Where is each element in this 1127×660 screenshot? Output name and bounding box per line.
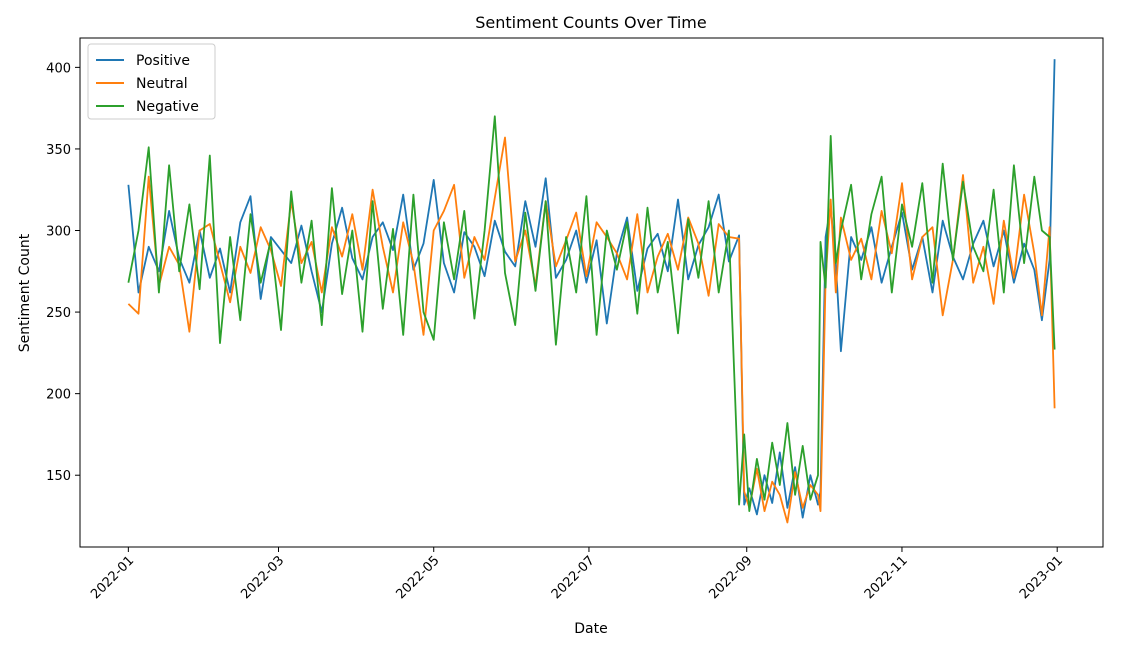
series-line-positive [127, 59, 1056, 519]
y-axis-label: Sentiment Count [17, 233, 33, 352]
y-axis: 150 200 250 300 350 400 [46, 61, 80, 484]
legend-box [87, 43, 216, 120]
y-tick-label: 150 [46, 469, 71, 484]
y-tick-label: 250 [46, 306, 71, 321]
chart-title: Sentiment Counts Over Time [475, 13, 706, 32]
series-line-negative [127, 115, 1056, 513]
y-tick-label: 350 [46, 143, 71, 158]
legend-label-neutral: Neutral [136, 76, 188, 92]
y-tick-label: 200 [46, 388, 71, 403]
legend-label-negative: Negative [136, 99, 199, 115]
plot-frame [79, 37, 1104, 548]
y-tick-label: 300 [46, 225, 71, 240]
x-axis-label: Date [574, 621, 607, 637]
y-tick-label: 400 [46, 61, 71, 76]
legend: Positive Neutral Negative [87, 43, 216, 120]
legend-label-positive: Positive [136, 53, 190, 69]
plot-area [79, 37, 1104, 548]
series-lines [127, 59, 1056, 524]
